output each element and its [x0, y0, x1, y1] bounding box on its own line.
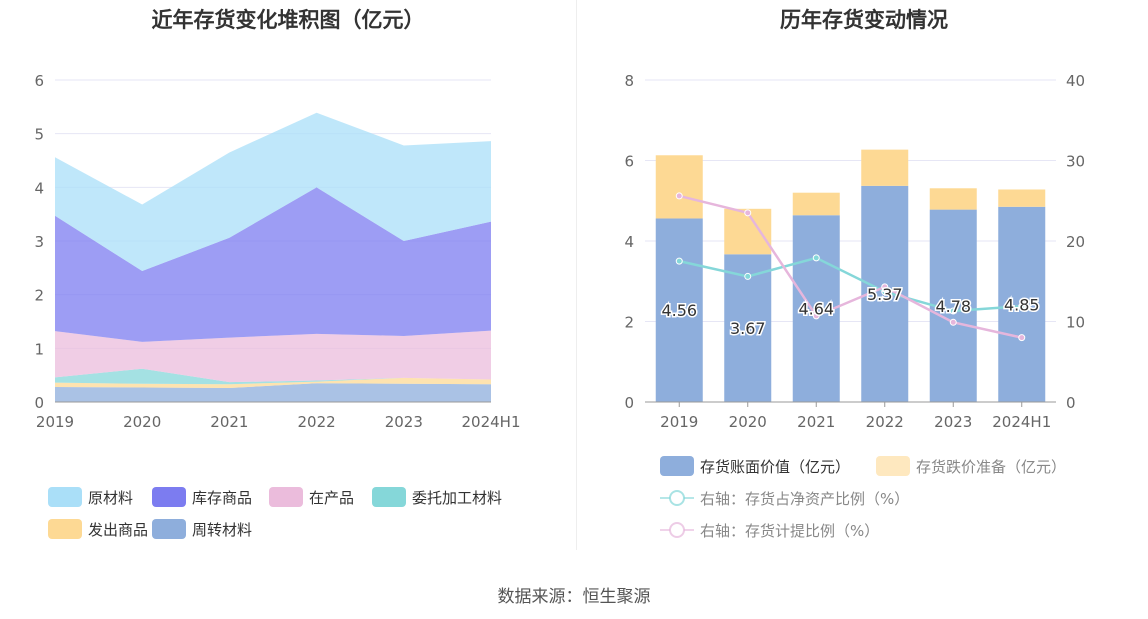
- legend-label: 右轴：存货计提比例（%）: [700, 522, 879, 540]
- x-tick-label: 2021: [797, 413, 835, 431]
- x-tick-label: 2023: [385, 413, 423, 431]
- y-tick-label: 8: [624, 72, 634, 90]
- legend-swatch: [269, 487, 303, 507]
- data-source: 数据来源：恒生聚源: [497, 587, 651, 607]
- legend-label: 周转材料: [192, 521, 252, 539]
- stacked-area-chart: 0 1 2 3 4 5 6 2019 2020 2021 2022 2023 2024H1 原材料 库存商品…: [34, 72, 521, 539]
- y2-tick-label: 30: [1066, 153, 1085, 171]
- y2-tick-label: 0: [1066, 394, 1076, 412]
- y2-tick-label: 20: [1066, 233, 1085, 251]
- legend-label: 发出商品: [88, 521, 148, 539]
- x-tick-label: 2019: [36, 413, 74, 431]
- bar-value-label: 4.78: [935, 297, 971, 316]
- line-point: [744, 209, 752, 217]
- legend-label: 在产品: [309, 489, 354, 507]
- bar-存货跌价准备（亿元）: [792, 192, 840, 216]
- x-tick-label: 2022: [298, 413, 336, 431]
- x-tick-label: 2024H1: [462, 413, 521, 431]
- bar-存货跌价准备（亿元）: [998, 189, 1046, 207]
- x-tick-label: 2022: [866, 413, 904, 431]
- area-库存商品: [55, 187, 491, 342]
- line-point: [1018, 334, 1026, 342]
- line-point: [812, 312, 820, 320]
- line-point: [949, 318, 957, 326]
- bar-value-label: 3.67: [730, 319, 766, 338]
- line-point: [881, 283, 889, 291]
- left-chart-title: 近年存货变化堆积图（亿元）: [151, 8, 425, 32]
- line-point: [675, 192, 683, 200]
- legend-label: 库存商品: [192, 489, 252, 507]
- legend-swatch: [48, 487, 82, 507]
- legend-marker: [669, 522, 685, 538]
- legend-label: 委托加工材料: [412, 489, 502, 507]
- legend-swatch: [372, 487, 406, 507]
- area-周转材料: [55, 383, 491, 402]
- x-tick-label: 2020: [123, 413, 161, 431]
- bar-存货账面价值（亿元）: [655, 218, 703, 402]
- area-在产品: [55, 330, 491, 383]
- legend-label: 右轴：存货占净资产比例（%）: [700, 490, 909, 508]
- y-tick-label: 1: [34, 340, 44, 358]
- y-tick-label: 2: [34, 287, 44, 305]
- legend-swatch: [48, 519, 82, 539]
- line-point: [949, 307, 957, 315]
- right-chart-title: 历年存货变动情况: [780, 8, 948, 32]
- y-tick-label: 0: [34, 394, 44, 412]
- bar-line-chart: 0 2 4 6 8 0 10 20 30 40 2019 2020 2021 2022 2023 2024H1…: [624, 72, 1085, 540]
- legend-label: 原材料: [88, 489, 133, 507]
- panel-divider: [576, 0, 577, 550]
- y-tick-label: 6: [34, 72, 44, 90]
- y2-tick-label: 40: [1066, 72, 1085, 90]
- legend-swatch: [876, 456, 910, 476]
- x-tick-label: 2020: [729, 413, 767, 431]
- y-tick-label: 2: [624, 314, 634, 332]
- legend-swatch: [152, 519, 186, 539]
- x-tick-label: 2019: [660, 413, 698, 431]
- y-tick-label: 0: [624, 394, 634, 412]
- line-右轴：存货计提比例（%）: [678, 194, 1023, 339]
- legend-swatch: [660, 456, 694, 476]
- x-tick-label: 2021: [210, 413, 248, 431]
- line-point: [812, 254, 820, 262]
- line-point: [675, 257, 683, 265]
- line-point: [1018, 302, 1026, 310]
- y-tick-label: 3: [34, 233, 44, 251]
- legend-marker: [669, 490, 685, 506]
- bar-存货跌价准备（亿元）: [724, 208, 772, 255]
- y-tick-label: 4: [34, 179, 44, 197]
- line-右轴：存货占净资产比例（%）: [678, 256, 1022, 313]
- y-tick-label: 6: [624, 153, 634, 171]
- bar-value-label: 5.37: [867, 285, 903, 304]
- legend-swatch: [152, 487, 186, 507]
- y2-tick-label: 10: [1066, 314, 1085, 332]
- line-point: [744, 272, 752, 280]
- bar-存货跌价准备（亿元）: [655, 155, 703, 219]
- legend-label: 存货跌价准备（亿元）: [916, 458, 1066, 476]
- x-tick-label: 2024H1: [992, 413, 1051, 431]
- bar-value-label: 4.56: [661, 301, 697, 320]
- x-tick-label: 2023: [934, 413, 972, 431]
- bar-存货跌价准备（亿元）: [929, 188, 977, 210]
- bar-存货跌价准备（亿元）: [861, 149, 909, 186]
- legend-label: 存货账面价值（亿元）: [700, 458, 850, 476]
- bar-value-label: 4.64: [798, 300, 834, 319]
- bar-value-label: 4.85: [1004, 295, 1040, 314]
- area-委托加工材料: [55, 368, 491, 385]
- area-原材料: [55, 112, 491, 272]
- y-tick-label: 5: [34, 126, 44, 144]
- y-tick-label: 4: [624, 233, 634, 251]
